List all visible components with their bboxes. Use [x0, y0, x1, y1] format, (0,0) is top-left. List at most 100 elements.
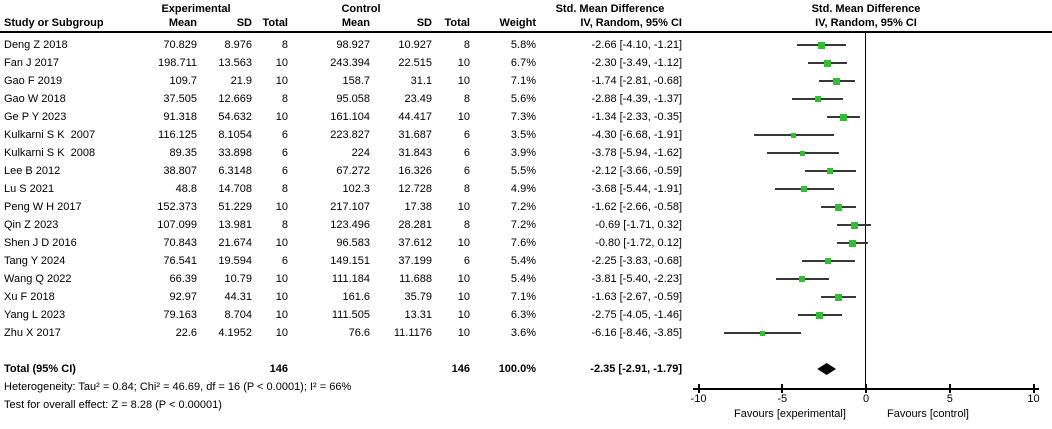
exp-mean: 79.163 — [163, 309, 197, 321]
ctrl-sd: 44.417 — [398, 111, 432, 123]
ctrl-mean: 111.184 — [331, 273, 370, 285]
study-row: Yang L 2023 79.163 8.704 10 111.505 13.31 10 6.… — [0, 306, 1052, 324]
study-row: Gao W 2018 37.505 12.669 8 95.058 23.49 8 5.6% -… — [0, 90, 1052, 108]
study-name: Ge P Y 2023 — [4, 111, 67, 123]
weight-value: 7.1% — [510, 75, 536, 87]
header-experimental: Experimental — [161, 3, 231, 15]
exp-sd: 54.632 — [218, 111, 252, 123]
ctrl-sd: 12.728 — [398, 183, 432, 195]
overall-effect-test: Test for overall effect: Z = 8.28 (P < 0… — [4, 399, 222, 411]
total-weight: 100.0% — [498, 363, 536, 375]
exp-sd: 8.704 — [224, 309, 252, 321]
exp-sd: 6.3148 — [218, 165, 252, 177]
pooled-diamond — [817, 363, 836, 375]
smd-ci-text: -0.80 [-1.72, 0.12] — [595, 237, 682, 249]
ctrl-total: 8 — [463, 183, 470, 195]
ctrl-mean: 67.272 — [336, 165, 370, 177]
ctrl-total: 6 — [463, 255, 470, 267]
ctrl-total: 10 — [457, 291, 470, 303]
ctrl-mean: 123.496 — [330, 219, 370, 231]
exp-mean: 37.505 — [163, 93, 197, 105]
ctrl-mean: 224 — [351, 147, 370, 159]
weight-value: 5.4% — [510, 255, 536, 267]
exp-mean: 92.97 — [169, 291, 197, 303]
smd-ci-text: -2.25 [-3.83, -0.68] — [591, 255, 683, 267]
effect-marker — [825, 258, 832, 264]
ctrl-mean: 96.583 — [336, 237, 370, 249]
exp-mean: 198.711 — [158, 57, 197, 69]
total-smd-ci: -2.35 [-2.91, -1.79] — [590, 363, 682, 375]
exp-total: 10 — [275, 291, 288, 303]
axis-tick — [1032, 384, 1035, 393]
exp-mean: 22.6 — [175, 327, 197, 339]
exp-sd: 33.898 — [218, 147, 252, 159]
smd-ci-text: -1.63 [-2.67, -0.59] — [591, 291, 683, 303]
exp-mean: 76.541 — [163, 255, 197, 267]
exp-mean: 70.843 — [163, 237, 197, 249]
study-name: Lu S 2021 — [4, 183, 55, 195]
effect-marker — [799, 276, 806, 282]
ctrl-mean: 217.107 — [330, 201, 370, 213]
study-row: Peng W H 2017 152.373 51.229 10 217.107 17.38… — [0, 198, 1052, 216]
smd-ci-text: -0.69 [-1.71, 0.32] — [595, 219, 682, 231]
ctrl-mean: 161.6 — [342, 291, 370, 303]
exp-sd: 19.594 — [218, 255, 252, 267]
study-name: Shen J D 2016 — [4, 237, 77, 249]
exp-mean: 152.373 — [157, 201, 197, 213]
ctrl-mean: 111.505 — [331, 309, 370, 321]
ctrl-sd: 37.612 — [398, 237, 432, 249]
axis-tick-label: 10 — [1027, 393, 1040, 405]
weight-value: 3.6% — [510, 327, 536, 339]
exp-mean: 116.125 — [158, 129, 197, 141]
exp-total: 8 — [281, 219, 288, 231]
study-name: Qin Z 2023 — [4, 219, 59, 231]
favours-control-label: Favours [control] — [887, 408, 969, 420]
exp-total: 8 — [281, 39, 288, 51]
exp-mean: 48.8 — [175, 183, 197, 195]
exp-total: 6 — [281, 165, 288, 177]
ctrl-sd: 35.79 — [404, 291, 432, 303]
axis-tick-label: -5 — [777, 393, 788, 405]
study-row: Gao F 2019 109.7 21.9 10 158.7 31.1 10 7.1% -1.7… — [0, 72, 1052, 90]
ctrl-sd: 13.31 — [404, 309, 432, 321]
effect-marker — [760, 330, 766, 336]
effect-marker — [835, 203, 843, 211]
ctrl-sd: 23.49 — [404, 93, 432, 105]
ctrl-total: 6 — [463, 129, 470, 141]
weight-value: 3.9% — [510, 147, 536, 159]
smd-ci-text: -2.30 [-3.49, -1.12] — [591, 57, 683, 69]
study-row: Fan J 2017 198.711 13.563 10 243.394 22.515 10… — [0, 54, 1052, 72]
exp-total: 10 — [275, 201, 288, 213]
effect-marker — [791, 132, 797, 138]
col-header-ctrl-total: Total — [444, 17, 470, 29]
col-header-ctrl-sd: SD — [416, 17, 432, 29]
ctrl-sd: 11.688 — [399, 273, 432, 285]
weight-value: 5.4% — [510, 273, 536, 285]
header-divider — [0, 31, 1052, 33]
exp-total: 10 — [275, 273, 288, 285]
study-row: Tang Y 2024 76.541 19.594 6 149.151 37.199 6 5.… — [0, 252, 1052, 270]
col-header-exp-total: Total — [262, 17, 288, 29]
total-row: Total (95% CI) 146 146 100.0% -2.35 [-2.… — [0, 360, 1052, 378]
weight-value: 5.6% — [510, 93, 536, 105]
study-name: Peng W H 2017 — [4, 201, 82, 213]
study-name: Tang Y 2024 — [4, 255, 66, 267]
ctrl-mean: 102.3 — [342, 183, 370, 195]
exp-total: 10 — [275, 75, 288, 87]
weight-value: 7.3% — [510, 111, 536, 123]
exp-sd: 13.563 — [218, 57, 252, 69]
ctrl-mean: 98.927 — [336, 39, 370, 51]
exp-sd: 8.1054 — [218, 129, 252, 141]
exp-sd: 51.229 — [218, 201, 252, 213]
total-ctrl-n: 146 — [451, 363, 470, 375]
exp-mean: 70.829 — [163, 39, 197, 51]
ctrl-total: 10 — [457, 237, 470, 249]
zero-effect-line — [865, 32, 866, 389]
study-name: Fan J 2017 — [4, 57, 60, 69]
ctrl-total: 10 — [457, 309, 470, 321]
smd-ci-text: -2.66 [-4.10, -1.21] — [591, 39, 683, 51]
axis-tick — [948, 384, 951, 393]
ctrl-mean: 76.6 — [348, 327, 370, 339]
study-row: Shen J D 2016 70.843 21.674 10 96.583 37.612 1… — [0, 234, 1052, 252]
